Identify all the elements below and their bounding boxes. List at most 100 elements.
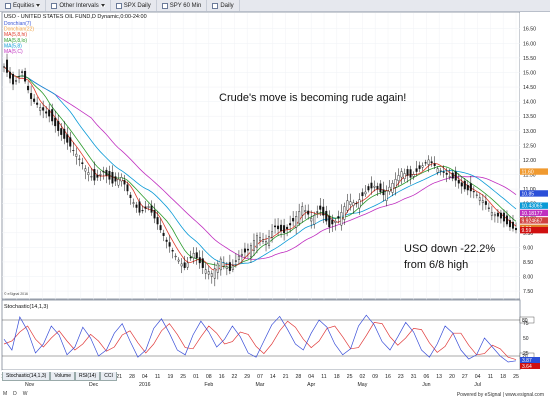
candle-bar[interactable]	[472, 186, 475, 199]
timeframe-w[interactable]: W	[22, 391, 28, 397]
candle-bar[interactable]	[433, 156, 436, 170]
candle-bar[interactable]	[60, 123, 63, 141]
candle-bar[interactable]	[225, 261, 228, 276]
candle-bar[interactable]	[376, 182, 379, 197]
candle-bar[interactable]	[201, 250, 204, 275]
candle-bar[interactable]	[36, 96, 39, 108]
candle-bar[interactable]	[135, 201, 138, 213]
candle-bar[interactable]	[274, 218, 277, 234]
candle-bar[interactable]	[102, 166, 105, 180]
candle-bar[interactable]	[307, 204, 310, 220]
candle-bar[interactable]	[156, 211, 159, 230]
candle-bar[interactable]	[117, 172, 120, 188]
toolbar-item-spy-60-min[interactable]: SPY 60 Min	[157, 0, 208, 11]
candle-bar[interactable]	[177, 257, 180, 264]
candle-bar[interactable]	[331, 214, 334, 232]
candle-bar[interactable]	[96, 169, 99, 181]
candle-bar[interactable]	[421, 162, 424, 171]
candle-bar[interactable]	[30, 85, 33, 106]
candle-bar[interactable]	[409, 165, 412, 185]
candle-bar[interactable]	[9, 67, 12, 84]
candle-bar[interactable]	[183, 255, 186, 271]
candle-bar[interactable]	[457, 173, 460, 189]
candle-bar[interactable]	[78, 154, 81, 167]
candle-bar[interactable]	[373, 180, 376, 192]
candle-bar[interactable]	[75, 147, 78, 165]
candle-bar[interactable]	[385, 185, 388, 207]
candle-bar[interactable]	[120, 173, 123, 187]
candle-bar[interactable]	[436, 166, 439, 176]
candle-bar[interactable]	[63, 120, 66, 145]
candle-bar[interactable]	[502, 209, 505, 228]
candle-bar[interactable]	[406, 165, 409, 183]
candle-bar[interactable]	[298, 203, 301, 226]
candle-bar[interactable]	[198, 250, 201, 269]
candle-bar[interactable]	[397, 168, 400, 187]
candle-bar[interactable]	[493, 211, 496, 223]
candle-bar[interactable]	[54, 110, 57, 133]
tab-rsi[interactable]: RSI(14)	[75, 372, 101, 381]
candle-bar[interactable]	[505, 210, 508, 227]
candle-bar[interactable]	[159, 218, 162, 233]
candle-bar[interactable]	[93, 161, 96, 186]
candle-bar[interactable]	[418, 161, 421, 173]
candle-bar[interactable]	[466, 180, 469, 196]
candle-bar[interactable]	[144, 200, 147, 213]
candle-bar[interactable]	[27, 81, 30, 94]
candle-bar[interactable]	[319, 197, 322, 216]
candle-bar[interactable]	[129, 191, 132, 205]
candle-bar[interactable]	[132, 198, 135, 208]
candle-bar[interactable]	[364, 185, 367, 197]
candle-bar[interactable]	[487, 202, 490, 212]
candle-bar[interactable]	[51, 103, 54, 126]
candle-bar[interactable]	[496, 209, 499, 223]
candle-bar[interactable]	[310, 210, 313, 229]
candle-bar[interactable]	[325, 205, 328, 225]
candle-bar[interactable]	[277, 218, 280, 236]
candle-bar[interactable]	[481, 194, 484, 211]
chart-svg[interactable]: USO - UNITED STATES OIL FUND,D Dynamic,0…	[0, 12, 550, 392]
candle-bar[interactable]	[99, 170, 102, 182]
candle-bar[interactable]	[87, 166, 90, 182]
candle-bar[interactable]	[445, 167, 448, 183]
candle-bar[interactable]	[174, 253, 177, 261]
timeframe-d[interactable]: D	[13, 391, 17, 397]
toolbar-item-equities[interactable]: Equities	[0, 0, 47, 11]
candle-bar[interactable]	[6, 53, 9, 77]
candle-bar[interactable]	[207, 265, 210, 280]
toolbar-item-other-intervals[interactable]: Other Intervals	[46, 0, 111, 11]
candle-bar[interactable]	[340, 204, 343, 231]
candle-bar[interactable]	[337, 210, 340, 224]
candle-bar[interactable]	[114, 172, 117, 186]
candle-bar[interactable]	[39, 103, 42, 116]
candle-bar[interactable]	[361, 188, 364, 204]
candle-bar[interactable]	[195, 247, 198, 265]
candle-bar[interactable]	[84, 165, 87, 180]
candle-bar[interactable]	[316, 205, 319, 219]
candle-bar[interactable]	[126, 181, 129, 196]
candle-bar[interactable]	[469, 175, 472, 198]
candle-bar[interactable]	[427, 155, 430, 173]
candle-bar[interactable]	[268, 229, 271, 249]
candle-bar[interactable]	[394, 172, 397, 196]
candle-bar[interactable]	[349, 193, 352, 211]
candle-bar[interactable]	[460, 176, 463, 194]
candle-bar[interactable]	[15, 76, 18, 85]
candle-bar[interactable]	[352, 199, 355, 214]
candle-bar[interactable]	[343, 202, 346, 225]
candle-bar[interactable]	[57, 114, 60, 137]
candle-bar[interactable]	[490, 206, 493, 221]
candle-bar[interactable]	[358, 193, 361, 215]
candle-bar[interactable]	[280, 219, 283, 238]
candle-bar[interactable]	[515, 222, 518, 234]
candle-bar[interactable]	[454, 166, 457, 187]
candle-bar[interactable]	[165, 237, 168, 249]
candle-bar[interactable]	[141, 205, 144, 214]
candle-bar[interactable]	[216, 260, 219, 280]
candle-bar[interactable]	[243, 242, 246, 259]
candle-bar[interactable]	[249, 242, 252, 263]
candle-bar[interactable]	[334, 218, 337, 231]
candle-bar[interactable]	[424, 159, 427, 166]
candle-bar[interactable]	[213, 262, 216, 287]
candle-bar[interactable]	[388, 180, 391, 195]
